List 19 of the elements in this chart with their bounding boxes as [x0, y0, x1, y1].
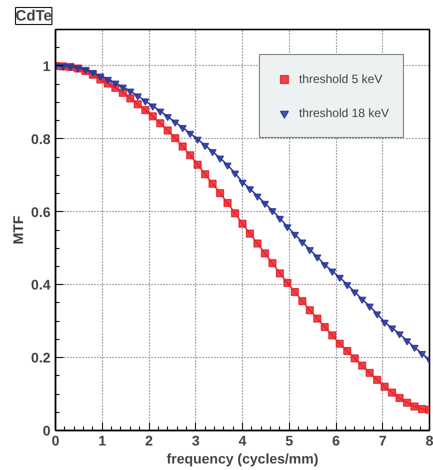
chart-title: CdTe: [16, 8, 52, 24]
legend-label: threshold 5 keV: [298, 72, 382, 86]
y-tick-label: 0.2: [31, 350, 51, 366]
x-tick-label: 2: [145, 432, 154, 448]
x-tick-label: 7: [378, 432, 387, 448]
x-tick-label: 8: [426, 432, 433, 448]
x-tick-label: 1: [98, 432, 106, 448]
y-axis-title: MTF: [10, 215, 26, 244]
y-tick-label: 0.6: [31, 204, 51, 220]
x-tick-label: 6: [332, 432, 340, 448]
y-tick-label: 0.8: [31, 130, 51, 147]
y-tick-label: 0.4: [31, 276, 51, 293]
x-tick-label: 3: [192, 432, 200, 448]
y-tick-label: 1: [42, 58, 51, 74]
x-axis-title: frequency (cycles/mm): [166, 450, 318, 466]
legend-label: threshold 18 keV: [298, 106, 389, 120]
x-tick-label: 4: [238, 432, 247, 448]
y-tick-label: 0: [42, 422, 51, 438]
x-tick-label: 5: [285, 432, 294, 448]
